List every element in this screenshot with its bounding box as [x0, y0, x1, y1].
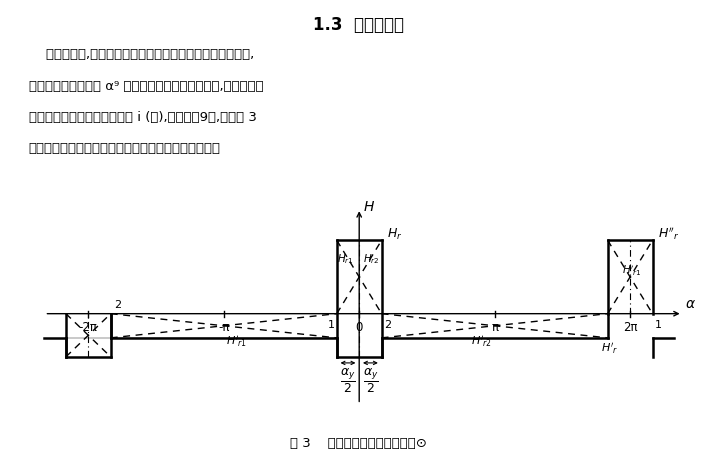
Text: $H''_r$: $H''_r$: [657, 225, 679, 241]
Text: 0: 0: [356, 320, 363, 333]
Text: 图 3    单匹导体磁场强度的分布⊙: 图 3 单匹导体磁场强度的分布⊙: [290, 436, 427, 449]
Text: 1.3  单匹的磁场: 1.3 单匹的磁场: [313, 16, 404, 34]
Text: $H'_{r1}$: $H'_{r1}$: [226, 334, 247, 348]
Text: -π: -π: [218, 320, 229, 333]
Text: 所示那样安排的一匹线圈，我们可以写出下面的公式：: 所示那样安排的一匹线圈，我们可以写出下面的公式：: [29, 142, 221, 155]
Text: $\dfrac{\alpha_y}{2}$: $\dfrac{\alpha_y}{2}$: [363, 366, 379, 394]
Text: $H'_{r1}$: $H'_{r1}$: [622, 263, 642, 278]
Text: $H_r$: $H_r$: [386, 226, 402, 241]
Text: 根据上一节,单匹的磁场可当作两根导体的合成磁场来决定,: 根据上一节,单匹的磁场可当作两根导体的合成磁场来决定,: [29, 48, 254, 61]
Text: π: π: [491, 320, 498, 333]
Text: 2: 2: [384, 319, 391, 329]
Text: $H_{r2}$: $H_{r2}$: [363, 251, 379, 265]
Text: $H$: $H$: [363, 199, 375, 213]
Text: $H'_r$: $H'_r$: [601, 341, 618, 355]
Text: $\dfrac{\alpha_y}{2}$: $\dfrac{\alpha_y}{2}$: [340, 366, 356, 394]
Text: 这两根导体放在相隔 α⁹ 角的位置上并载有大小相同,符号相反的: 这两根导体放在相隔 α⁹ 角的位置上并载有大小相同,符号相反的: [29, 79, 263, 92]
Text: -2π: -2π: [79, 320, 98, 333]
Text: $\alpha$: $\alpha$: [685, 297, 695, 311]
Text: 1: 1: [328, 319, 335, 329]
Text: 电流。导体中的电流还认为是 i (安),利用式（9）,对如图 3: 电流。导体中的电流还认为是 i (安),利用式（9）,对如图 3: [29, 111, 257, 123]
Text: 1: 1: [655, 319, 662, 329]
Text: $H'_{r2}$: $H'_{r2}$: [471, 334, 493, 348]
Text: 2π: 2π: [623, 320, 637, 333]
Text: 2: 2: [114, 300, 121, 310]
Text: $H_{r1}$: $H_{r1}$: [337, 251, 353, 265]
